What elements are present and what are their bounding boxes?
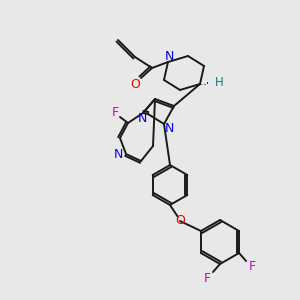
Text: N: N [113, 148, 123, 161]
Text: F: F [203, 272, 211, 284]
Text: N: N [164, 122, 174, 136]
Text: O: O [130, 79, 140, 92]
Text: N: N [164, 50, 174, 64]
Text: H: H [214, 76, 224, 89]
Text: F: F [111, 106, 118, 119]
Text: N: N [137, 112, 147, 125]
Text: F: F [248, 260, 256, 274]
Text: O: O [175, 214, 185, 227]
